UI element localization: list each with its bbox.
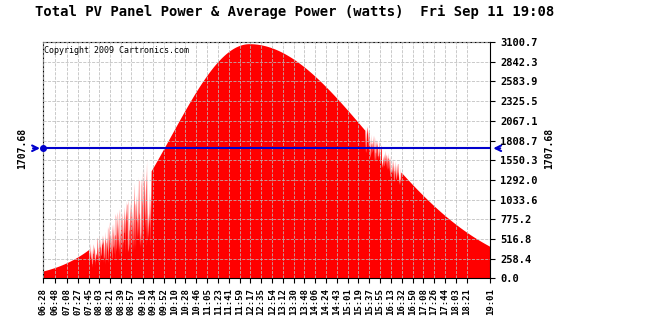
Text: 1707.68: 1707.68	[17, 128, 27, 169]
Text: 1707.68: 1707.68	[544, 128, 554, 169]
Text: Total PV Panel Power & Average Power (watts)  Fri Sep 11 19:08: Total PV Panel Power & Average Power (wa…	[35, 5, 554, 19]
Text: Copyright 2009 Cartronics.com: Copyright 2009 Cartronics.com	[44, 46, 189, 55]
